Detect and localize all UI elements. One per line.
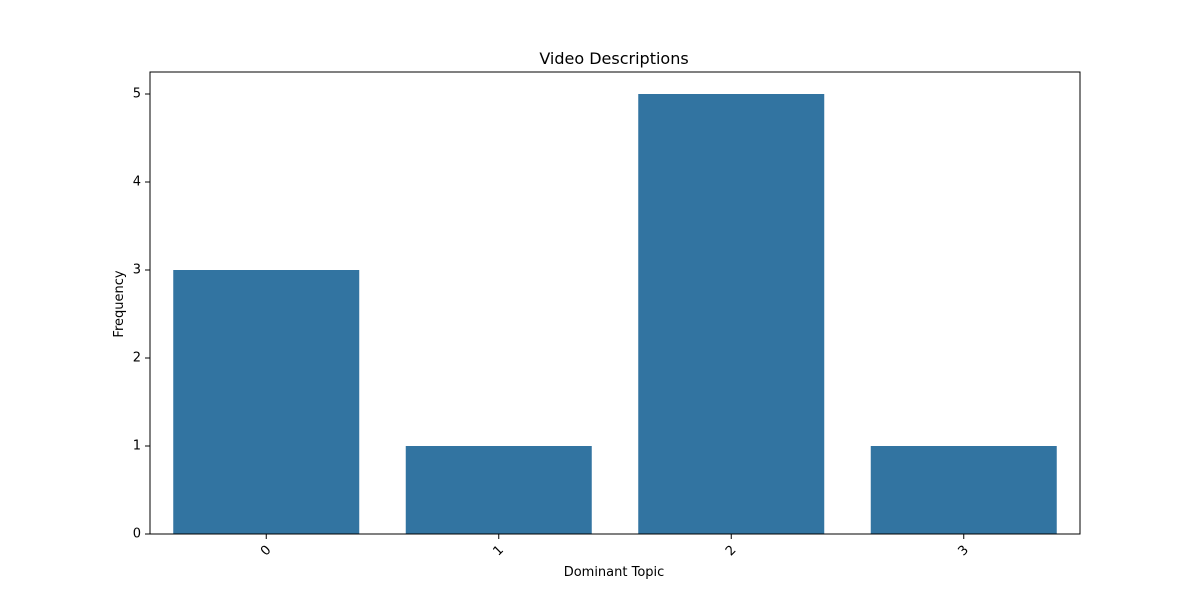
y-axis-ticks: 0 1 2 3 4 5 — [133, 87, 150, 542]
y-tick-label: 3 — [133, 263, 141, 278]
y-axis-label: Frequency — [112, 270, 127, 337]
plot-area-frame — [149, 71, 1081, 535]
bar-topic-3 — [870, 446, 1057, 534]
bar-topic-0 — [173, 270, 360, 534]
bar-topic-2 — [638, 94, 825, 534]
bar-topic-1 — [405, 446, 592, 534]
bars-group — [173, 94, 1057, 534]
y-tick-label: 5 — [133, 87, 141, 102]
x-axis-label: Dominant Topic — [564, 565, 665, 580]
y-tick-label: 1 — [133, 439, 141, 454]
chart-title: Video Descriptions — [539, 49, 688, 68]
y-tick-label: 4 — [133, 175, 141, 190]
y-tick-label: 2 — [133, 351, 141, 366]
y-tick-label: 0 — [133, 527, 141, 542]
